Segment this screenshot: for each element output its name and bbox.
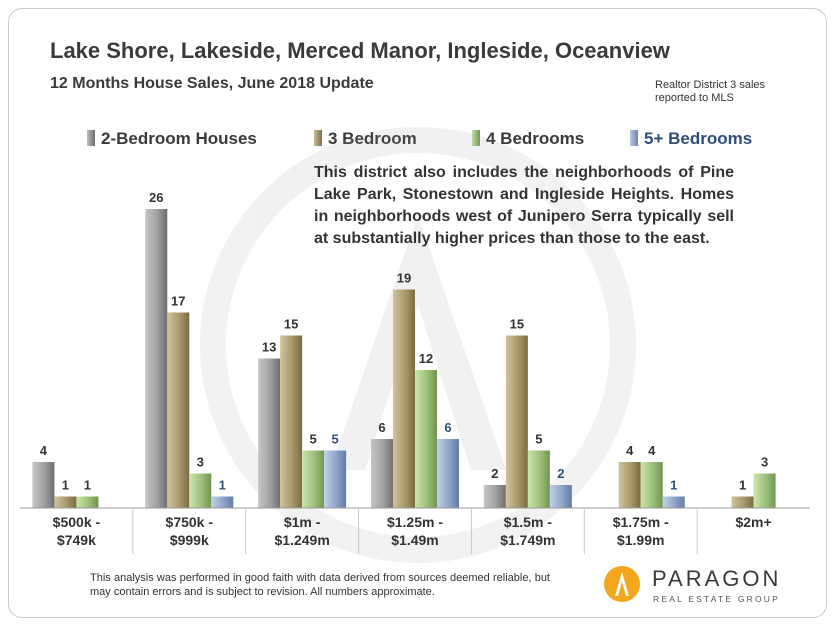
district-note-line-1: Realtor District 3 sales [655, 79, 766, 91]
chart-subtitle: 12 Months House Sales, June 2018 Update [50, 75, 374, 92]
bar [258, 358, 281, 508]
bar-value-label: 6 [444, 420, 451, 435]
legend-label-2-bedroom: 2-Bedroom Houses [101, 129, 257, 148]
x-tick-label: $1.25m - [387, 514, 443, 530]
x-tick-label: $1m - [284, 514, 321, 530]
bar-value-label: 2 [557, 466, 564, 481]
bar [483, 485, 506, 508]
bar [371, 439, 393, 508]
bar [662, 496, 685, 508]
bar [167, 312, 190, 508]
bar-value-label: 2 [491, 466, 498, 481]
bar [76, 496, 99, 508]
x-tick-label: $750k - [166, 514, 214, 530]
bar-value-label: 1 [739, 478, 746, 493]
district-description: This district also includes the neighbor… [314, 164, 734, 247]
bar-value-label: 1 [62, 478, 69, 493]
bar-value-label: 5 [310, 432, 317, 447]
bar-value-label: 1 [84, 478, 91, 493]
bar [32, 462, 55, 508]
bar-value-label: 3 [761, 455, 768, 470]
logo-mark [615, 572, 629, 596]
x-tick-label: $1.749m [500, 532, 555, 548]
legend-swatch-2-bedroom [87, 130, 95, 146]
bar [280, 335, 303, 508]
chart-frame [8, 8, 827, 618]
x-tick-label: $1.5m - [504, 514, 553, 530]
x-tick-label: $1.99m [617, 532, 664, 548]
bar [54, 496, 77, 508]
x-tick-label: $2m+ [735, 514, 771, 530]
bar-value-label: 6 [378, 420, 385, 435]
bar [189, 473, 212, 508]
bar-value-label: 12 [419, 351, 433, 366]
district-note-line-2: reported to MLS [655, 92, 734, 104]
x-tick-label: $1.49m [391, 532, 438, 548]
legend-item-3-bedroom: 3 Bedroom [314, 129, 417, 149]
legend-label-4-bedroom: 4 Bedrooms [486, 129, 585, 148]
legend-item-2-bedroom: 2-Bedroom Houses [87, 129, 257, 149]
legend-item-5-bedroom: 5+ Bedrooms [630, 129, 752, 149]
paragon-logo-name: PARAGON [652, 566, 782, 591]
bar [437, 439, 459, 508]
bar [393, 289, 415, 508]
bar-value-label: 26 [149, 190, 163, 205]
legend-label-5-bedroom: 5+ Bedrooms [644, 129, 753, 148]
legend-swatch-5-bedroom [630, 130, 638, 146]
bar-value-label: 4 [626, 443, 634, 458]
bar-value-label: 1 [670, 478, 677, 493]
bar [145, 209, 168, 508]
bar-value-label: 13 [262, 340, 276, 355]
bar-value-label: 15 [284, 317, 298, 332]
legend-label-3-bedroom: 3 Bedroom [328, 129, 417, 148]
bar-value-label: 4 [648, 443, 656, 458]
bar-value-label: 19 [397, 271, 411, 286]
disclaimer-footnote: This analysis was performed in good fait… [90, 572, 550, 598]
bar [415, 370, 437, 508]
bar [324, 450, 347, 508]
bar-value-label: 3 [197, 455, 204, 470]
x-tick-label: $999k [170, 532, 209, 548]
bar-value-label: 17 [171, 294, 185, 309]
chart-title: Lake Shore, Lakeside, Merced Manor, Ingl… [50, 38, 670, 63]
bar [618, 462, 641, 508]
legend-item-4-bedroom: 4 Bedrooms [472, 129, 584, 149]
district-note: Realtor District 3 sales reported to MLS [655, 79, 795, 105]
bar-value-label: 5 [535, 432, 542, 447]
bar [211, 496, 234, 508]
paragon-logo-icon [604, 566, 640, 602]
bar [302, 450, 325, 508]
x-tick-label: $500k - [53, 514, 101, 530]
x-tick-label: $1.75m - [613, 514, 669, 530]
bar [527, 450, 550, 508]
bar [640, 462, 663, 508]
bar-value-label: 1 [219, 478, 226, 493]
x-tick-label: $749k [57, 532, 96, 548]
bar-value-label: 4 [40, 443, 48, 458]
bar-value-label: 15 [510, 317, 524, 332]
x-tick-label: $1.249m [275, 532, 330, 548]
legend-swatch-4-bedroom [472, 130, 480, 146]
bar [753, 473, 776, 508]
legend-swatch-3-bedroom [314, 130, 322, 146]
bar [731, 496, 754, 508]
bar [549, 485, 572, 508]
bar [505, 335, 528, 508]
watermark [200, 127, 636, 563]
paragon-logo-tagline: REAL ESTATE GROUP [653, 594, 780, 604]
bar-value-label: 5 [332, 432, 339, 447]
